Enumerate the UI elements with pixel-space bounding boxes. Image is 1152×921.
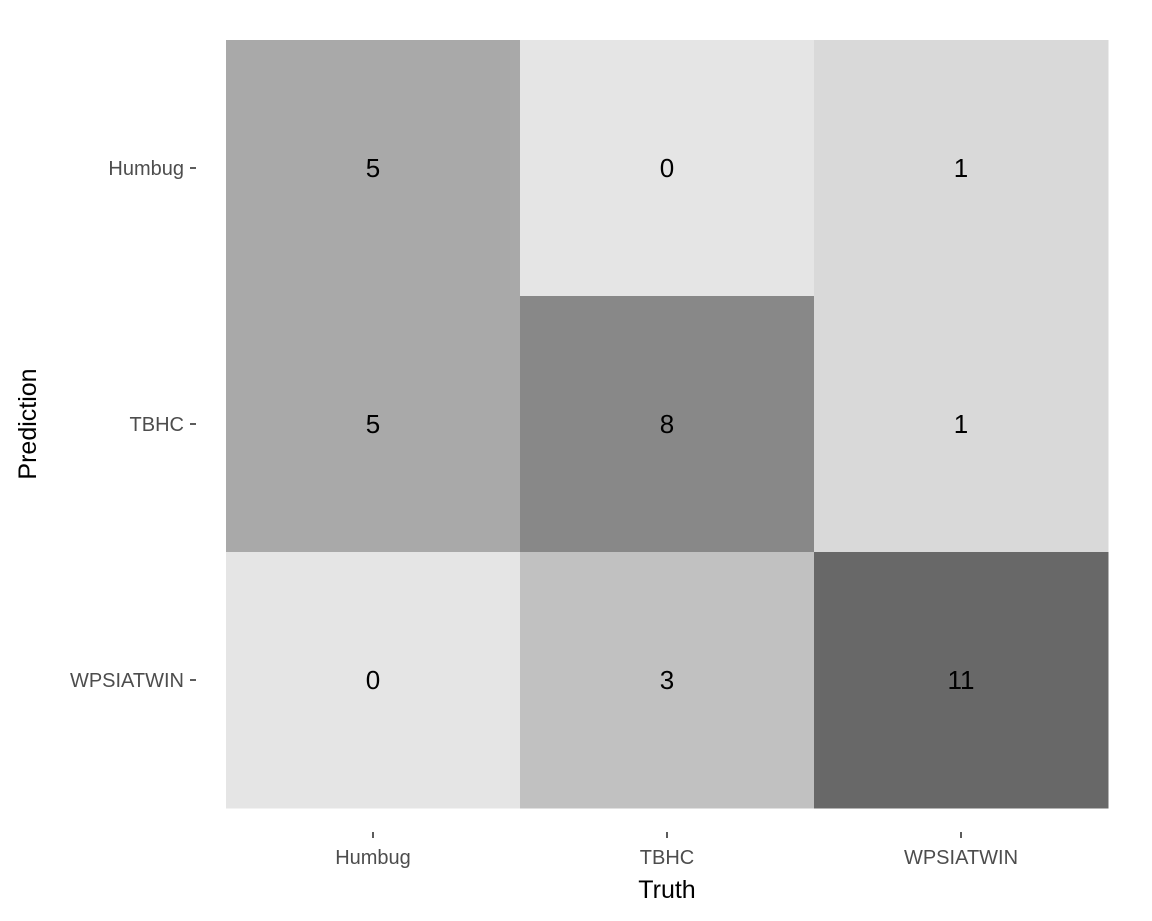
heatmap-cell (226, 296, 521, 553)
cell-value-label: 0 (366, 665, 380, 695)
y-axis: Humbug TBHC WPSIATWIN (70, 158, 196, 692)
y-axis-title: Prediction (14, 368, 42, 479)
heatmap-cell (520, 40, 815, 297)
heatmap-cell-labels: 5 0 15 8 10 3 11 (366, 153, 975, 695)
x-tick-label: WPSIATWIN (904, 847, 1018, 869)
heatmap-cells (226, 40, 1109, 809)
y-tick-label: WPSIATWIN (70, 670, 184, 692)
x-tick-label: Humbug (335, 847, 411, 869)
cell-value-label: 0 (660, 153, 674, 183)
heatmap-cell (226, 40, 521, 297)
x-tick-label: TBHC (640, 847, 694, 869)
heatmap-cell (814, 552, 1109, 809)
cell-value-label: 3 (660, 665, 674, 695)
heatmap-cell (814, 40, 1109, 297)
cell-value-label: 8 (660, 409, 674, 439)
cell-value-label: 5 (366, 153, 380, 183)
cell-value-label: 1 (954, 153, 968, 183)
y-tick-label: TBHC (130, 414, 184, 436)
heatmap-cell (520, 552, 815, 809)
x-axis-title: Truth (638, 876, 695, 904)
cell-value-label: 5 (366, 409, 380, 439)
cell-value-label: 11 (948, 665, 975, 695)
y-tick-label: Humbug (108, 158, 184, 180)
heatmap-cell (520, 296, 815, 553)
heatmap-cell (814, 296, 1109, 553)
x-axis: Humbug TBHC WPSIATWIN (335, 832, 1018, 869)
cell-value-label: 1 (954, 409, 968, 439)
heatmap-cell (226, 552, 521, 809)
